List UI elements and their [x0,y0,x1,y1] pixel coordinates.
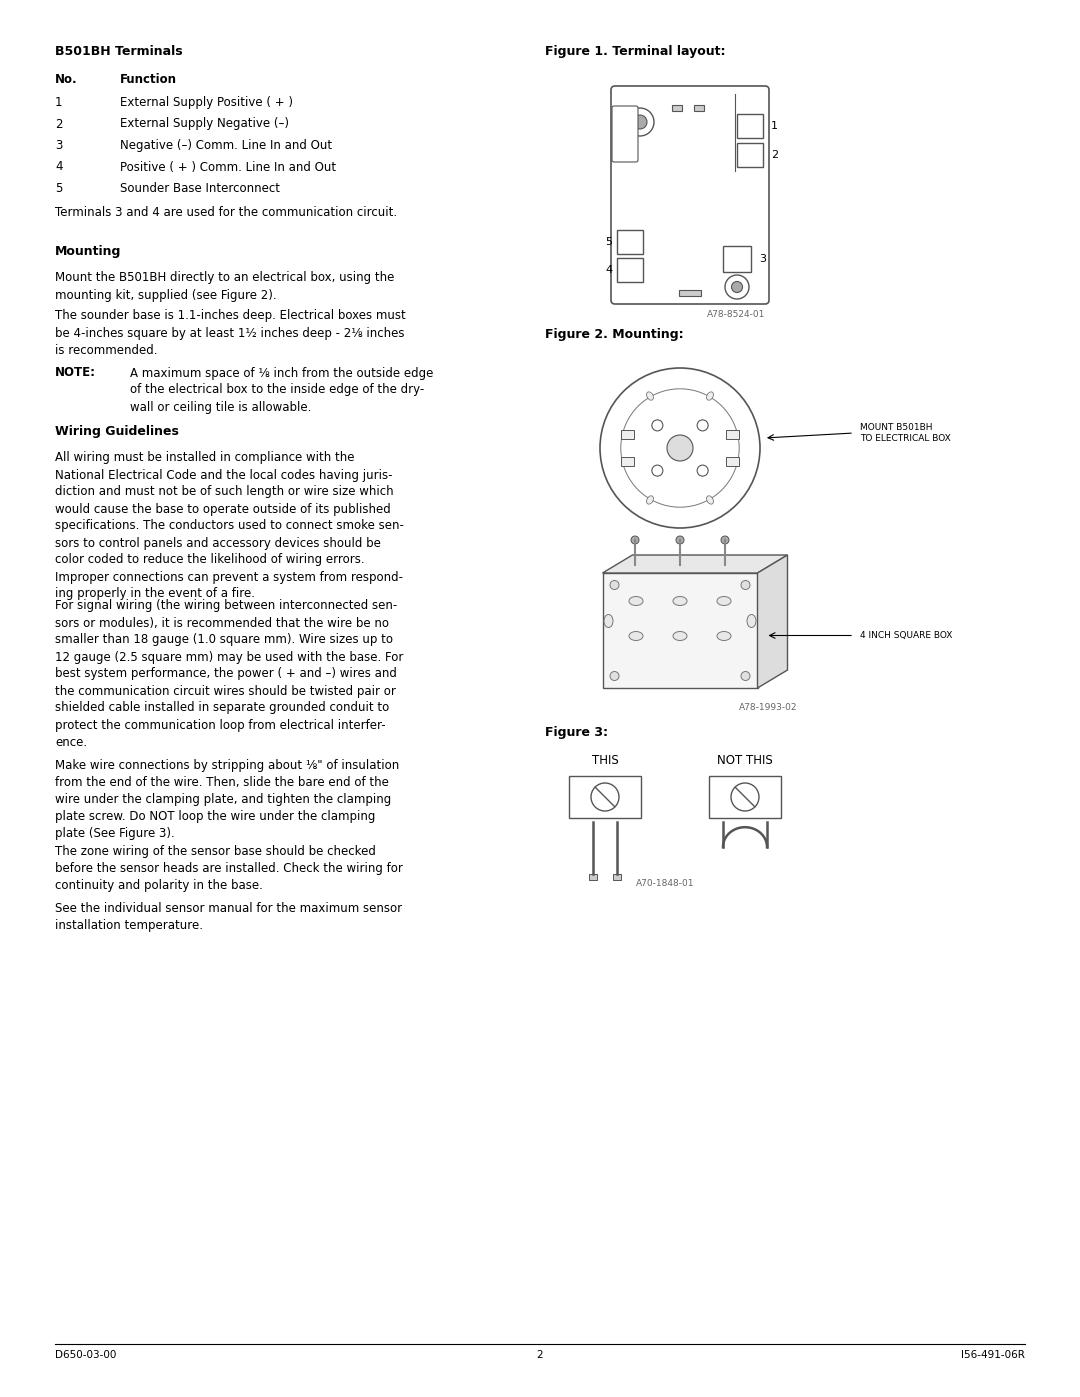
Text: 2: 2 [55,117,63,130]
Bar [726,429,739,439]
Circle shape [697,420,708,430]
Bar [708,775,781,819]
Text: B501BH Terminals: B501BH Terminals [55,45,183,59]
Circle shape [676,536,684,543]
Text: A78-1993-02: A78-1993-02 [739,703,797,712]
Text: External Supply Negative (–): External Supply Negative (–) [120,117,289,130]
Ellipse shape [647,496,653,504]
Bar [737,115,762,138]
Bar [569,775,642,819]
Text: A maximum space of ⅛ inch from the outside edge
of the electrical box to the ins: A maximum space of ⅛ inch from the outsi… [130,366,433,414]
Text: 2: 2 [771,149,778,161]
Bar [603,573,757,687]
Ellipse shape [717,631,731,640]
Text: The zone wiring of the sensor base should be checked
before the sensor heads are: The zone wiring of the sensor base shoul… [55,845,403,893]
Ellipse shape [717,597,731,605]
Ellipse shape [673,597,687,605]
Circle shape [667,434,693,461]
Text: 5: 5 [605,237,612,247]
Text: A78-8524-01: A78-8524-01 [706,310,765,319]
Text: 4: 4 [55,161,63,173]
Bar [621,429,634,439]
Text: Negative (–) Comm. Line In and Out: Negative (–) Comm. Line In and Out [120,138,333,152]
Bar [617,231,643,254]
Text: THIS: THIS [592,754,619,767]
Text: Figure 2. Mounting:: Figure 2. Mounting: [545,328,684,341]
Text: Sounder Base Interconnect: Sounder Base Interconnect [120,182,280,196]
Text: No.: No. [55,73,78,87]
Text: 3: 3 [55,138,63,152]
Circle shape [731,782,759,812]
Circle shape [741,581,750,590]
Text: MOUNT B501BH
TO ELECTRICAL BOX: MOUNT B501BH TO ELECTRICAL BOX [860,423,950,443]
Text: 4: 4 [605,265,612,275]
Bar [679,291,701,296]
Bar [694,105,704,110]
Bar [613,875,621,880]
Text: 1: 1 [55,96,63,109]
Text: Mount the B501BH directly to an electrical box, using the
mounting kit, supplied: Mount the B501BH directly to an electric… [55,271,394,302]
Circle shape [721,536,729,543]
Circle shape [725,275,750,299]
Text: 4 INCH SQUARE BOX: 4 INCH SQUARE BOX [860,631,953,640]
Text: See the individual sensor manual for the maximum sensor
installation temperature: See the individual sensor manual for the… [55,902,402,933]
Text: I56-491-06R: I56-491-06R [961,1350,1025,1361]
Bar [723,246,751,272]
Circle shape [652,420,663,430]
Text: Terminals 3 and 4 are used for the communication circuit.: Terminals 3 and 4 are used for the commu… [55,207,397,219]
FancyBboxPatch shape [612,106,638,162]
Circle shape [621,388,739,507]
Text: 1: 1 [771,122,778,131]
Text: Mounting: Mounting [55,244,121,257]
Circle shape [610,581,619,590]
Circle shape [600,367,760,528]
Ellipse shape [629,631,643,640]
Circle shape [591,782,619,812]
Bar [617,258,643,282]
Bar [726,457,739,467]
Text: A70-1848-01: A70-1848-01 [636,879,694,888]
Circle shape [626,108,654,136]
Ellipse shape [629,597,643,605]
Text: The sounder base is 1.1-inches deep. Electrical boxes must
be 4-inches square by: The sounder base is 1.1-inches deep. Ele… [55,310,406,356]
Circle shape [631,536,639,543]
Text: Wiring Guidelines: Wiring Guidelines [55,425,179,437]
Text: Make wire connections by stripping about ⅛" of insulation
from the end of the wi: Make wire connections by stripping about… [55,760,400,841]
Circle shape [731,282,743,292]
Circle shape [741,672,750,680]
Ellipse shape [706,393,714,400]
Bar [621,457,634,467]
Text: 5: 5 [55,182,63,196]
Ellipse shape [604,615,613,627]
Bar [589,875,597,880]
Text: External Supply Positive ( + ): External Supply Positive ( + ) [120,96,293,109]
FancyBboxPatch shape [611,87,769,305]
Bar [737,142,762,168]
Text: 3: 3 [759,254,766,264]
Text: NOTE:: NOTE: [55,366,96,380]
Text: Figure 1. Terminal layout:: Figure 1. Terminal layout: [545,45,726,59]
Circle shape [633,115,647,129]
Text: NOT THIS: NOT THIS [717,754,773,767]
Polygon shape [757,555,787,687]
Circle shape [697,465,708,476]
Text: All wiring must be installed in compliance with the
National Electrical Code and: All wiring must be installed in complian… [55,451,404,601]
Ellipse shape [747,615,756,627]
Text: 2: 2 [537,1350,543,1361]
Ellipse shape [647,393,653,400]
Circle shape [652,465,663,476]
Circle shape [610,672,619,680]
Text: D650-03-00: D650-03-00 [55,1350,117,1361]
Text: For signal wiring (the wiring between interconnected sen-
sors or modules), it i: For signal wiring (the wiring between in… [55,599,403,749]
Bar [672,105,681,110]
Text: Figure 3:: Figure 3: [545,726,608,739]
Ellipse shape [673,631,687,640]
Ellipse shape [706,496,714,504]
Text: Positive ( + ) Comm. Line In and Out: Positive ( + ) Comm. Line In and Out [120,161,336,173]
Text: Function: Function [120,73,177,87]
Polygon shape [603,555,787,573]
